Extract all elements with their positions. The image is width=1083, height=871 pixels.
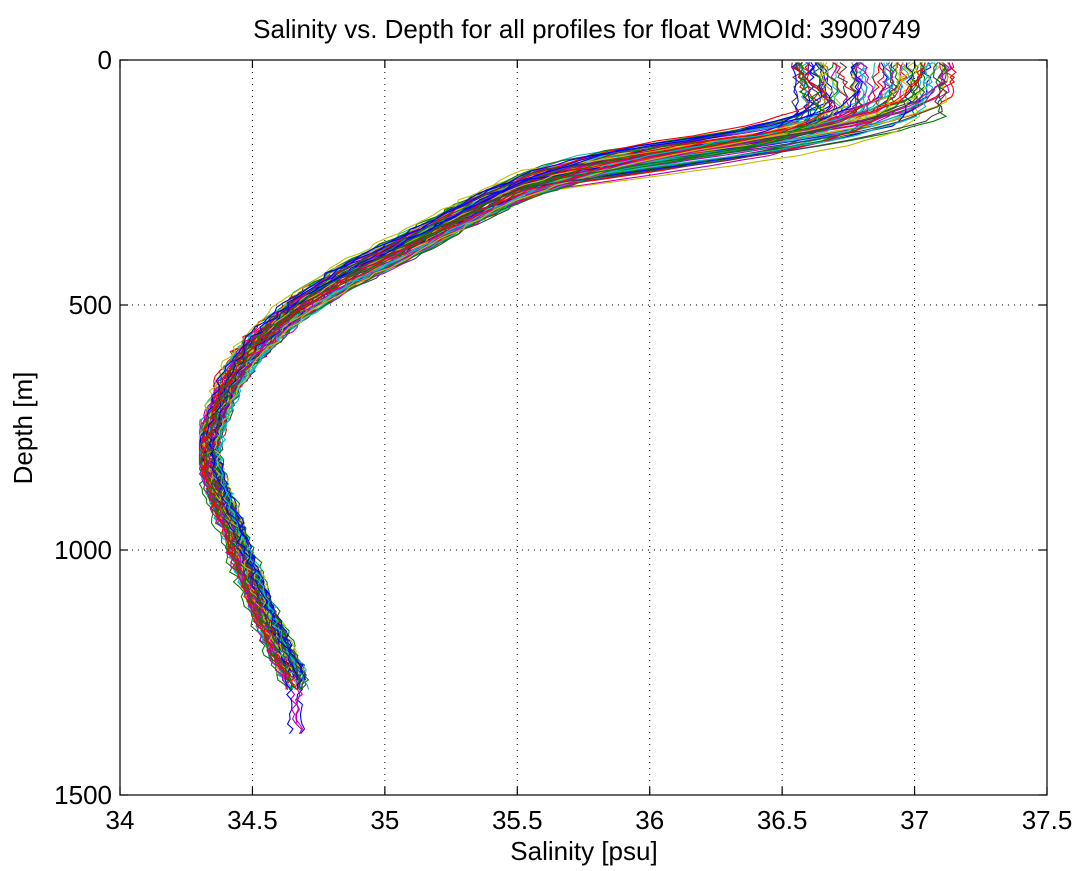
profile-line <box>209 62 914 690</box>
grid <box>120 60 1047 795</box>
profile-line <box>202 62 953 671</box>
profile-line <box>211 62 838 734</box>
profile-line <box>204 62 823 690</box>
profile-line <box>201 62 929 690</box>
plot-frame <box>119 59 1048 796</box>
profile-line <box>210 62 956 671</box>
profile-lines <box>198 62 957 735</box>
x-tick-label: 37 <box>900 805 929 835</box>
profile-line <box>214 62 957 671</box>
chart-title: Salinity vs. Depth for all profiles for … <box>253 14 921 44</box>
profile-line <box>211 62 938 681</box>
profile-line <box>200 62 868 691</box>
profile-line <box>199 62 885 690</box>
profile-line <box>209 62 913 690</box>
x-tick-label: 36 <box>635 805 664 835</box>
x-axis-label: Salinity [psu] <box>510 836 657 866</box>
profile-line <box>204 62 946 681</box>
profile-line <box>214 62 918 671</box>
profile-line <box>201 62 888 681</box>
y-tick-label: 0 <box>98 45 112 75</box>
profile-line <box>212 62 863 681</box>
x-tick-label: 35 <box>370 805 399 835</box>
axis-ticks: 34 34.5 35 35.5 36 36.5 37 37.5 0 500 1000 1500 <box>54 45 1072 835</box>
profile-line <box>208 62 926 690</box>
profile-line <box>214 62 876 681</box>
profile-line <box>204 62 924 681</box>
x-tick-label: 35.5 <box>492 805 543 835</box>
profile-line <box>200 62 919 691</box>
profile-line <box>198 62 941 681</box>
profile-line <box>205 62 823 680</box>
profile-line <box>210 62 916 681</box>
profile-line <box>215 62 892 690</box>
x-tick-label: 36.5 <box>757 805 808 835</box>
x-tick-label: 37.5 <box>1022 805 1073 835</box>
profile-line <box>213 62 903 671</box>
profile-line <box>213 62 934 671</box>
profile-line <box>200 62 834 671</box>
profile-line <box>198 62 895 690</box>
profile-line <box>212 62 899 671</box>
profile-line <box>210 62 831 735</box>
profile-line <box>204 62 874 681</box>
profile-line <box>207 62 948 690</box>
y-axis-label: Depth [m] <box>8 372 38 485</box>
profile-line <box>206 62 923 671</box>
profile-line <box>198 62 949 671</box>
y-tick-label: 500 <box>69 290 112 320</box>
profile-line <box>204 62 907 671</box>
x-tick-label: 34 <box>106 805 135 835</box>
profile-line <box>198 62 898 680</box>
profile-line <box>204 62 932 681</box>
profile-line <box>202 62 926 681</box>
profile-line <box>203 62 821 691</box>
profile-line <box>198 62 901 680</box>
profile-line <box>198 62 869 680</box>
profile-line <box>214 62 948 690</box>
y-tick-label: 1000 <box>54 535 112 565</box>
y-tick-label: 1500 <box>54 780 112 810</box>
profile-line <box>210 62 943 681</box>
profile-line <box>203 62 825 681</box>
profile-line <box>199 62 925 690</box>
profile-line <box>198 62 881 690</box>
x-tick-label: 34.5 <box>227 805 278 835</box>
profile-line <box>202 62 911 671</box>
profile-line <box>203 62 926 680</box>
